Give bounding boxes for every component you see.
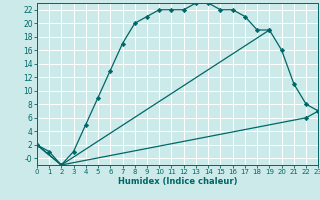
X-axis label: Humidex (Indice chaleur): Humidex (Indice chaleur): [118, 177, 237, 186]
